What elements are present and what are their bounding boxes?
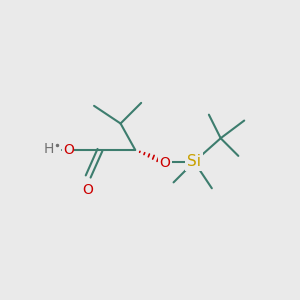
Text: H: H (44, 142, 55, 156)
Text: O: O (63, 143, 74, 157)
Text: O: O (159, 156, 170, 170)
Text: Si: Si (187, 154, 201, 169)
Text: O: O (83, 183, 94, 197)
